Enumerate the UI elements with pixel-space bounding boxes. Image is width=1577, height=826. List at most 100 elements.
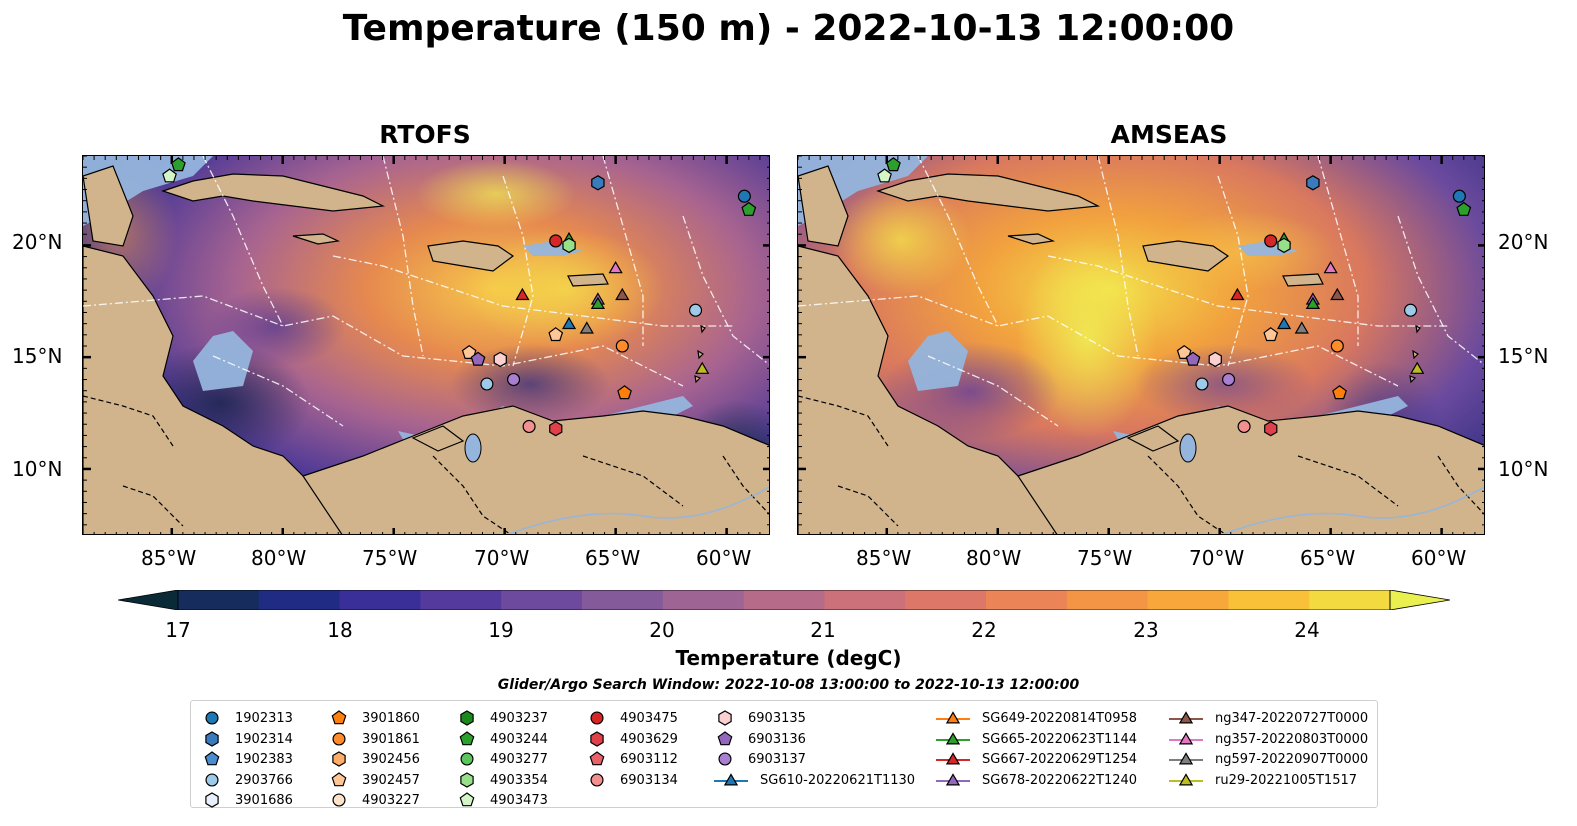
colorbar-label: Temperature (degC) xyxy=(675,646,902,670)
land-mass xyxy=(1126,425,1180,452)
legend-marker xyxy=(590,773,604,787)
lon-label-70w-right: 70°W xyxy=(1189,546,1245,570)
legend-marker-icon xyxy=(205,711,219,725)
colorbar-tick-24: 24 xyxy=(1294,618,1320,642)
colorbar-tick-23: 23 xyxy=(1133,618,1159,642)
observation-marker-ng357-20220803T0000 xyxy=(608,260,623,274)
legend-marker-icon xyxy=(1169,773,1203,786)
legend-label: ng597-20220907T0000 xyxy=(1215,751,1369,767)
legend-label: 1902383 xyxy=(235,751,293,767)
legend-marker-icon xyxy=(460,710,474,726)
observation-marker-SG665-20220623T1144 xyxy=(590,296,606,309)
legend-item-ng357-20220803T0000: ng357-20220803T0000 xyxy=(1169,729,1368,749)
observation-marker-2903766 xyxy=(1403,303,1418,317)
legend-label: SG667-20220629T1254 xyxy=(982,751,1138,767)
observation-marker-6903135 xyxy=(493,351,507,368)
legend-marker xyxy=(718,710,732,726)
observation-marker-ng597-20220907T0000 xyxy=(1294,321,1309,334)
colorbar-segment xyxy=(258,590,341,610)
legend-item-SG667-20220629T1254: SG667-20220629T1254 xyxy=(936,749,1137,769)
legend-marker xyxy=(460,710,474,726)
observation-marker-3901860 xyxy=(1332,385,1347,400)
observation-marker-ng347-20220727T0000 xyxy=(615,287,630,301)
legend-item-2903766: 2903766 xyxy=(201,770,293,790)
legend-marker xyxy=(1178,711,1194,724)
lon-label-60w-right: 60°W xyxy=(1411,546,1467,570)
legend-marker-icon xyxy=(331,772,347,787)
legend-marker xyxy=(331,772,347,787)
legend-marker-icon xyxy=(717,731,733,746)
map-rtofs xyxy=(82,155,770,535)
legend-marker xyxy=(945,711,961,724)
observation-marker-SG665-20220623T1144 xyxy=(1305,296,1321,309)
lon-label-75w-left: 75°W xyxy=(362,546,418,570)
legend: 1902313 1902314 1902383 2903766 3901686 39018… xyxy=(190,700,1378,808)
legend-label: 1902314 xyxy=(235,731,293,747)
legend-marker-icon xyxy=(205,731,219,747)
observation-marker-ng597-20220907T0000 xyxy=(579,321,594,334)
observation-marker-4903244 xyxy=(1456,201,1472,216)
legend-item-4903237: 4903237 xyxy=(456,708,548,728)
legend-marker xyxy=(332,751,346,767)
legend-item-4903244: 4903244 xyxy=(456,729,548,749)
legend-marker-icon xyxy=(204,751,220,766)
legend-label: ru29-20221005T1517 xyxy=(1215,772,1358,788)
lat-label-15n-left: 15°N xyxy=(12,344,63,368)
colorbar-tick-22: 22 xyxy=(971,618,997,642)
legend-label: ng357-20220803T0000 xyxy=(1215,731,1369,747)
observation-marker-4903475 xyxy=(1264,234,1278,248)
legend-label: 3902456 xyxy=(362,751,420,767)
observation-marker-4903473 xyxy=(877,168,892,183)
legend-item-6903134: 6903134 xyxy=(586,770,678,790)
legend-label: 3901860 xyxy=(362,710,420,726)
legend-item-1902383: 1902383 xyxy=(201,749,293,769)
legend-item-3901861: 3901861 xyxy=(328,729,420,749)
legend-marker xyxy=(723,773,739,786)
observation-marker-3902457 xyxy=(1263,327,1279,342)
legend-marker-icon xyxy=(460,752,474,766)
observation-marker-1902313 xyxy=(1452,189,1466,203)
legend-marker xyxy=(945,732,961,745)
legend-label: 4903475 xyxy=(620,710,678,726)
legend-label: SG678-20220622T1240 xyxy=(982,772,1138,788)
colorbar-segment xyxy=(582,590,664,610)
legend-marker-icon xyxy=(331,710,347,725)
colorbar-tick-19: 19 xyxy=(488,618,514,642)
legend-item-1902314: 1902314 xyxy=(201,729,293,749)
legend-label: 4903227 xyxy=(362,792,420,808)
legend-marker xyxy=(945,773,961,786)
legend-item-6903112: 6903112 xyxy=(586,749,678,769)
legend-marker-icon xyxy=(1169,732,1203,745)
legend-marker xyxy=(459,731,475,746)
legend-marker xyxy=(332,793,346,807)
legend-marker-icon xyxy=(1169,752,1203,765)
map-canvas xyxy=(798,156,1484,534)
observation-marker-4903354 xyxy=(562,237,576,254)
panel-title-rtofs: RTOFS xyxy=(379,120,471,149)
legend-item-3902456: 3902456 xyxy=(328,749,420,769)
legend-item-3901686: 3901686 xyxy=(201,790,293,810)
legend-label: 4903237 xyxy=(490,710,548,726)
legend-marker-icon xyxy=(936,773,970,786)
legend-label: 4903629 xyxy=(620,731,678,747)
legend-label: 6903135 xyxy=(748,710,806,726)
lon-label-80w-left: 80°W xyxy=(251,546,307,570)
legend-marker-icon xyxy=(332,751,346,767)
land-mass xyxy=(798,165,849,247)
observation-marker-3902457 xyxy=(548,327,564,342)
lat-label-10n-left: 10°N xyxy=(12,457,63,481)
legend-marker-icon xyxy=(460,772,474,788)
legend-item-4903629: 4903629 xyxy=(586,729,678,749)
lon-label-65w-left: 65°W xyxy=(585,546,641,570)
observation-marker-4903244 xyxy=(886,157,901,172)
observation-marker-6903136 xyxy=(470,351,486,366)
figure-title: Temperature (150 m) - 2022-10-13 12:00:0… xyxy=(342,8,1235,49)
legend-marker-icon xyxy=(718,710,732,726)
legend-marker xyxy=(590,731,604,747)
legend-marker xyxy=(1178,732,1194,745)
observation-marker-3901860 xyxy=(617,385,632,400)
land-mass xyxy=(697,349,704,360)
observation-marker-6903136 xyxy=(1185,351,1201,366)
land-mass xyxy=(567,273,609,287)
legend-marker-icon xyxy=(589,751,605,766)
